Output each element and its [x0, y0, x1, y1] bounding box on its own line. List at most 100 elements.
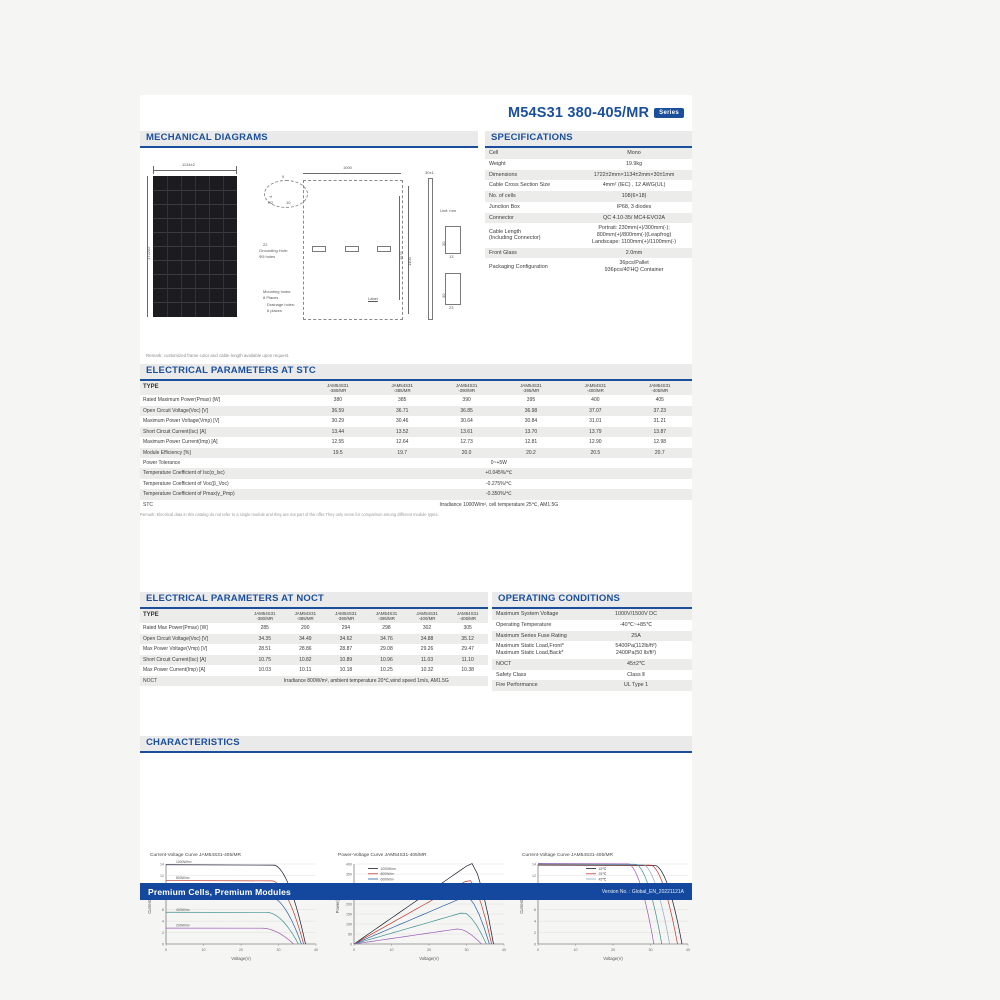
detail-dim-r: R2: [268, 200, 274, 205]
svg-text:200: 200: [346, 902, 352, 906]
type-column-0: JAM54S31 -380/MR: [327, 383, 349, 394]
param-value-4: 11.03: [420, 656, 434, 663]
svg-text:1000W/m²: 1000W/m²: [176, 860, 193, 864]
svg-text:20: 20: [427, 948, 431, 952]
table-row: Rated Maximum Power(Pmax) [W] 380 385 390 39…: [140, 395, 692, 406]
param-value-1: 13.52: [395, 428, 409, 435]
section-header-stc: ELECTRICAL PARAMETERS AT STC: [140, 364, 692, 381]
param-value-4: 34.88: [420, 635, 434, 642]
table-row: Rated Max Power(Pmax) [W] 285 290 294 298 302…: [140, 623, 488, 634]
svg-text:600W/m²: 600W/m²: [381, 877, 396, 881]
specifications-table: Cell Mono Weight 19.9kg Dimensions 1722±2mm×1…: [485, 148, 692, 276]
svg-text:350: 350: [346, 872, 352, 876]
operating-key: Operating Temperature: [496, 621, 552, 628]
operating-key: Safety Class: [496, 671, 527, 678]
mechanical-diagram-area: 1134±2 1722±2 9 4 R2 10 1000 1400 1175 L…: [140, 148, 478, 358]
table-row: Maximum Series Fuse Rating 25A: [492, 630, 692, 642]
page-title: M54S31 380-405/MR Series: [508, 105, 684, 121]
svg-text:30: 30: [277, 948, 281, 952]
type-column-3: JAM54S31 -395/MR: [520, 383, 542, 394]
param-value-5: 29.47: [461, 646, 474, 653]
svg-text:800W/m²: 800W/m²: [381, 872, 396, 876]
dimension-thickness-label: 30±1: [425, 170, 434, 175]
section-label-characteristics: CHARACTERISTICS: [146, 737, 240, 748]
chart-title-1: Power-Voltage Curve JAM54S31-405/MR: [338, 853, 427, 858]
param-value-0: 13.44: [331, 428, 345, 435]
param-value-1: 290: [301, 625, 310, 632]
param-label: Open Circuit Voltage(Voc) [V]: [143, 407, 209, 414]
specifications-table-wrap: Cell Mono Weight 19.9kg Dimensions 1722±2mm×1…: [485, 148, 692, 276]
param-value-full: -0.275%/℃: [486, 480, 512, 487]
param-value-0: 19.5: [332, 449, 343, 456]
svg-text:Current(A): Current(A): [147, 894, 152, 914]
operating-key: Maximum Series Fuse Rating: [496, 632, 567, 639]
param-value-4: 10.32: [420, 667, 434, 674]
frame-dim-23: 23: [449, 305, 454, 310]
type-column-2: JAM54S31 -390/MR: [455, 383, 478, 394]
param-value-5: 11.10: [461, 656, 474, 663]
param-value-5: 31.21: [653, 418, 667, 425]
frame-section-detail-1: [445, 226, 461, 254]
table-row: Short Circuit Current(Isc) [A] 13.44 13.52…: [140, 426, 692, 438]
svg-text:4: 4: [534, 920, 536, 924]
param-value-0: 10.75: [258, 656, 271, 663]
param-label: Power Tolerance: [143, 460, 181, 467]
svg-text:0: 0: [350, 942, 352, 946]
table-row: Temperature Coefficient of Voc(β_Voc) -0.…: [140, 478, 692, 490]
callout-grounding: Grounding Hole:: [259, 248, 289, 253]
type-column-4: JAM54S31 -400/MR: [416, 611, 438, 622]
param-label: Module Efficiency [%]: [143, 449, 191, 456]
param-label: Rated Maximum Power(Pmax) [W]: [143, 397, 220, 404]
dimension-line-back-height: [408, 186, 409, 314]
param-value-5: 13.87: [653, 428, 667, 435]
table-header-row: TYPE JAM54S31 -380/MR JAM54S31 -385/MR JAM54S…: [140, 609, 488, 624]
param-label: Temperature Coefficient of Isc(α_Isc): [143, 470, 225, 477]
svg-text:12: 12: [532, 874, 536, 878]
param-value-3: 20.2: [526, 449, 536, 456]
param-label: Rated Max Power(Pmax) [W]: [143, 625, 208, 632]
type-label: TYPE: [143, 384, 159, 391]
type-label: TYPE: [143, 612, 159, 619]
operating-key: NOCT: [496, 660, 512, 667]
operating-table-wrap: Maximum System Voltage 1000V/1500V DC Oper…: [492, 609, 692, 691]
callout-grounding-holes: Φ5 holes: [259, 254, 276, 259]
param-value-0: 10.03: [258, 667, 271, 674]
spec-value: QC 4.10-35/ MC4-EVO2A: [603, 214, 666, 221]
dimension-width-label: 1134±2: [182, 162, 196, 167]
svg-text:Current(A): Current(A): [519, 894, 524, 914]
svg-text:10: 10: [390, 948, 394, 952]
detail-dim-4: 4: [268, 195, 273, 198]
param-value-3: 29.08: [380, 646, 393, 653]
frame-dim-30b: 30: [441, 293, 446, 298]
chart-svg-pv-irradiance: 050100150200250300350400010203040Voltage…: [335, 862, 506, 961]
section-label-operating: OPERATING CONDITIONS: [498, 593, 621, 604]
svg-text:Voltage(V): Voltage(V): [419, 956, 439, 961]
param-value-5: 10.38: [461, 667, 474, 674]
param-value-3: 30.84: [524, 418, 538, 425]
svg-text:800W/m²: 800W/m²: [176, 876, 191, 880]
svg-text:400: 400: [346, 862, 352, 866]
detail-dim-10: 10: [286, 200, 291, 205]
table-row: Maximum Power Voltage(Vmp) [V] 30.29 30.46…: [140, 416, 692, 427]
table-row: Power Tolerance 0~+5W: [140, 457, 692, 469]
operating-value: 25A: [631, 632, 641, 639]
svg-text:0: 0: [353, 948, 355, 952]
svg-text:45℃: 45℃: [599, 877, 607, 881]
svg-text:6: 6: [534, 908, 536, 912]
table-row: Weight 19.9kg: [485, 158, 692, 170]
junction-box-2: [345, 246, 359, 252]
svg-text:40: 40: [686, 948, 690, 952]
frame-dim-13: 13: [449, 254, 454, 259]
chart-iv-temperature: Current-Voltage Curve JAM54S31-405/MR 0 2…: [516, 853, 696, 971]
noct-table: TYPE JAM54S31 -380/MR JAM54S31 -385/MR JAM54S…: [140, 609, 488, 686]
param-label: Max Power Voltage(Vmp) [V]: [143, 646, 208, 653]
svg-text:4: 4: [162, 920, 164, 924]
spec-key: No. of cells: [489, 193, 516, 199]
svg-text:12: 12: [160, 874, 164, 878]
table-row: Operating Temperature -40℃~+85℃: [492, 619, 692, 631]
param-value-1: 10.82: [299, 656, 312, 663]
param-value-1: 36.71: [395, 407, 409, 414]
param-value-3: 298: [382, 625, 391, 632]
svg-text:Voltage(V): Voltage(V): [231, 956, 251, 961]
svg-text:0: 0: [165, 948, 167, 952]
